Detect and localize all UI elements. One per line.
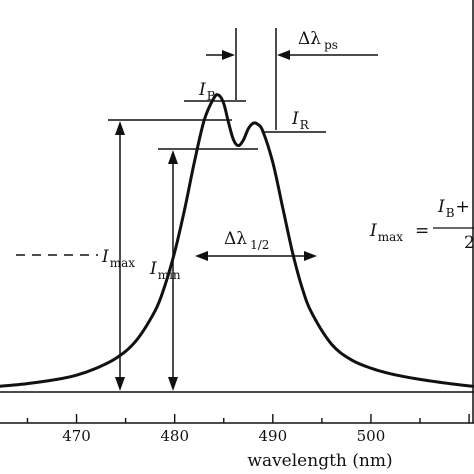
spectrum-curve (0, 93, 474, 388)
fwhm-arrow-head-right (304, 251, 317, 261)
fwhm-arrow-head-left (195, 251, 208, 261)
delta-ps-left-arrow-head (222, 50, 235, 60)
i-min-arrow-head-top (168, 150, 178, 164)
i-max-arrow-head-top (115, 121, 125, 135)
x-tick-label: 480 (160, 427, 189, 445)
x-tick-labels: 470 480 490 500 (62, 427, 385, 445)
x-axis-label: wavelength (nm) (247, 451, 392, 471)
delta-ps-label: Δλ ps (298, 29, 338, 52)
x-tick-label: 490 (258, 427, 287, 445)
i-max-arrow-head-bottom (115, 377, 125, 391)
i-max-label: Imax (101, 247, 135, 270)
formula-lhs: Imax (369, 221, 403, 244)
x-ticks (26, 414, 470, 423)
x-tick-label: 500 (357, 427, 386, 445)
i-b-label: IB (198, 80, 216, 103)
x-tick-label: 470 (62, 427, 91, 445)
i-min-arrow-head-bottom (168, 377, 178, 391)
delta-ps-right-arrow-head (277, 50, 290, 60)
i-r-label: IR (291, 109, 310, 132)
delta-half-label: Δλ 1/2 (224, 229, 269, 252)
formula-numerator: IB+ (437, 197, 470, 220)
formula-equals: = (415, 221, 429, 241)
formula-denominator: 2 (464, 233, 474, 253)
i-min-label: Imin (149, 259, 181, 282)
